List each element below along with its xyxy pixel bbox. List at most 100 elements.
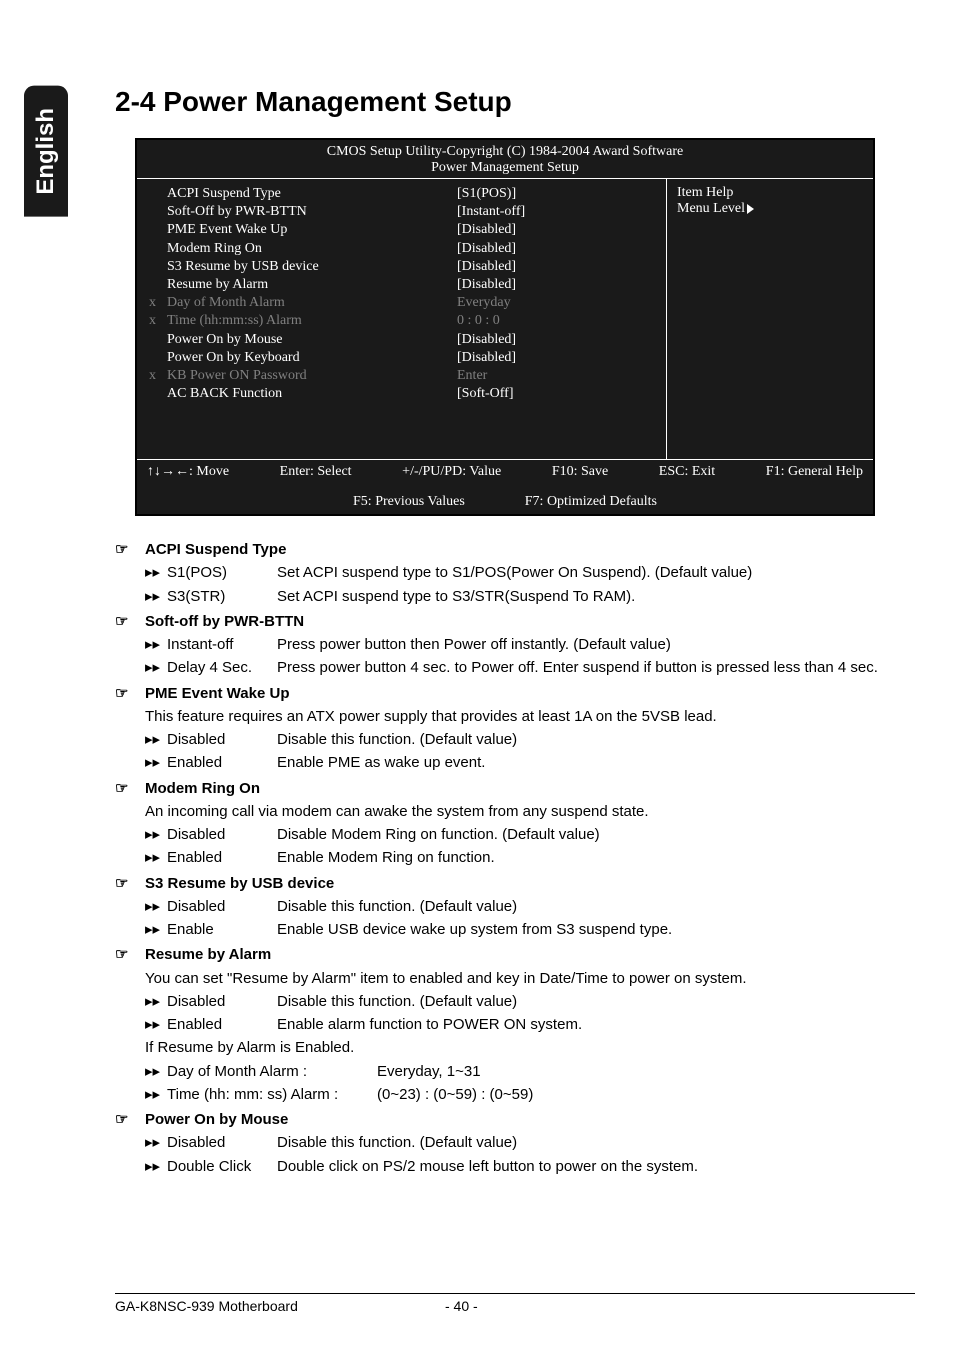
section-title: PME Event Wake Up (145, 682, 289, 705)
foot-save: F10: Save (552, 464, 608, 480)
bios-row-label: Resume by Alarm (167, 276, 457, 294)
option-line: ▸▸S3(STR)Set ACPI suspend type to S3/STR… (145, 585, 915, 608)
item-help-label: Item Help (677, 185, 863, 201)
bios-row-label: Soft-Off by PWR-BTTN (167, 203, 457, 221)
option-name: Disabled (167, 895, 277, 918)
bios-row-value: [Disabled] (457, 331, 656, 349)
option-desc: Press power button 4 sec. to Power off. … (277, 656, 915, 679)
bios-row-prefix (149, 258, 167, 276)
bios-footer: ↑↓→←: Move Enter: Select +/-/PU/PD: Valu… (137, 460, 873, 514)
option-name: S1(POS) (167, 561, 277, 584)
option-name: S3(STR) (167, 585, 277, 608)
bios-row-label: ACPI Suspend Type (167, 185, 457, 203)
option-name: Time (hh: mm: ss) Alarm : (167, 1083, 377, 1106)
bios-row-prefix: x (149, 294, 167, 312)
bios-row[interactable]: xDay of Month AlarmEveryday (149, 294, 656, 312)
section-heading: ☞S3 Resume by USB device (115, 872, 915, 895)
foot-help: F1: General Help (766, 464, 863, 480)
bios-row-label: KB Power ON Password (167, 367, 457, 385)
option-desc: Disable Modem Ring on function. (Default… (277, 823, 915, 846)
option-line: ▸▸DisabledDisable Modem Ring on function… (145, 823, 915, 846)
double-arrow-icon: ▸▸ (145, 656, 167, 679)
bios-row-prefix (149, 276, 167, 294)
option-desc: (0~23) : (0~59) : (0~59) (377, 1083, 915, 1106)
option-line: ▸▸DisabledDisable this function. (Defaul… (145, 1131, 915, 1154)
content-area: 2-4 Power Management Setup CMOS Setup Ut… (115, 86, 915, 1178)
foot-move: ↑↓→←: Move (147, 464, 229, 480)
triangle-right-icon (747, 204, 754, 214)
bios-row-value: Everyday (457, 294, 656, 312)
option-desc: Disable this function. (Default value) (277, 895, 915, 918)
option-line: ▸▸S1(POS)Set ACPI suspend type to S1/POS… (145, 561, 915, 584)
double-arrow-icon: ▸▸ (145, 846, 167, 869)
option-desc: Everyday, 1~31 (377, 1060, 915, 1083)
option-name: Enabled (167, 846, 277, 869)
double-arrow-icon: ▸▸ (145, 918, 167, 941)
bios-header-line1: CMOS Setup Utility-Copyright (C) 1984-20… (137, 144, 873, 160)
option-desc: Set ACPI suspend type to S3/STR(Suspend … (277, 585, 915, 608)
section-heading: ☞Modem Ring On (115, 777, 915, 800)
hand-icon: ☞ (115, 872, 145, 895)
double-arrow-icon: ▸▸ (145, 1131, 167, 1154)
option-name: Day of Month Alarm : (167, 1060, 377, 1083)
double-arrow-icon: ▸▸ (145, 895, 167, 918)
bios-left-panel: ACPI Suspend Type[S1(POS)]Soft-Off by PW… (137, 179, 667, 459)
option-desc: Disable this function. (Default value) (277, 728, 915, 751)
bios-header-line2: Power Management Setup (137, 160, 873, 176)
option-name: Instant-off (167, 633, 277, 656)
hand-icon: ☞ (115, 682, 145, 705)
double-arrow-icon: ▸▸ (145, 1013, 167, 1036)
option-desc: Disable this function. (Default value) (277, 990, 915, 1013)
option-line: ▸▸EnabledEnable PME as wake up event. (145, 751, 915, 774)
bios-row-label: AC BACK Function (167, 385, 457, 403)
option-line: ▸▸Time (hh: mm: ss) Alarm :(0~23) : (0~5… (145, 1083, 915, 1106)
bios-row[interactable]: PME Event Wake Up[Disabled] (149, 221, 656, 239)
bios-row-value: [Disabled] (457, 240, 656, 258)
option-name: Delay 4 Sec. (167, 656, 277, 679)
foot-select: Enter: Select (280, 464, 352, 480)
page-footer: GA-K8NSC-939 Motherboard - 40 - (115, 1293, 915, 1314)
bios-row-prefix (149, 185, 167, 203)
bios-row-label: PME Event Wake Up (167, 221, 457, 239)
bios-header: CMOS Setup Utility-Copyright (C) 1984-20… (137, 140, 873, 178)
bios-row[interactable]: xTime (hh:mm:ss) Alarm0 : 0 : 0 (149, 312, 656, 330)
bios-row-label: Modem Ring On (167, 240, 457, 258)
option-line: ▸▸EnabledEnable Modem Ring on function. (145, 846, 915, 869)
bios-row-prefix: x (149, 367, 167, 385)
option-desc: Enable USB device wake up system from S3… (277, 918, 915, 941)
option-line: ▸▸Double ClickDouble click on PS/2 mouse… (145, 1155, 915, 1178)
bios-row[interactable]: Power On by Mouse[Disabled] (149, 331, 656, 349)
bios-row[interactable]: Power On by Keyboard[Disabled] (149, 349, 656, 367)
double-arrow-icon: ▸▸ (145, 633, 167, 656)
bios-screen: CMOS Setup Utility-Copyright (C) 1984-20… (135, 138, 875, 516)
option-line: ▸▸DisabledDisable this function. (Defaul… (145, 895, 915, 918)
double-arrow-icon: ▸▸ (145, 728, 167, 751)
option-desc: Enable Modem Ring on function. (277, 846, 915, 869)
footer-page-num: - 40 - (445, 1298, 915, 1314)
bios-row-label: S3 Resume by USB device (167, 258, 457, 276)
bios-row[interactable]: Soft-Off by PWR-BTTN[Instant-off] (149, 203, 656, 221)
bios-row-prefix: x (149, 312, 167, 330)
bios-body: ACPI Suspend Type[S1(POS)]Soft-Off by PW… (137, 178, 873, 460)
bios-row[interactable]: Modem Ring On[Disabled] (149, 240, 656, 258)
bios-row[interactable]: ACPI Suspend Type[S1(POS)] (149, 185, 656, 203)
bios-row-label: Time (hh:mm:ss) Alarm (167, 312, 457, 330)
section-heading: ☞ACPI Suspend Type (115, 538, 915, 561)
bios-row-value: [Disabled] (457, 276, 656, 294)
bios-row[interactable]: Resume by Alarm[Disabled] (149, 276, 656, 294)
option-desc: Disable this function. (Default value) (277, 1131, 915, 1154)
option-name: Double Click (167, 1155, 277, 1178)
double-arrow-icon: ▸▸ (145, 990, 167, 1013)
bios-row[interactable]: S3 Resume by USB device[Disabled] (149, 258, 656, 276)
bios-row[interactable]: xKB Power ON PasswordEnter (149, 367, 656, 385)
bios-row-value: [Instant-off] (457, 203, 656, 221)
section-note: An incoming call via modem can awake the… (145, 800, 915, 823)
bios-row[interactable]: AC BACK Function[Soft-Off] (149, 385, 656, 403)
double-arrow-icon: ▸▸ (145, 823, 167, 846)
option-name: Disabled (167, 1131, 277, 1154)
bios-row-prefix (149, 385, 167, 403)
section-note: This feature requires an ATX power suppl… (145, 705, 915, 728)
section-title: ACPI Suspend Type (145, 538, 286, 561)
page-title: 2-4 Power Management Setup (115, 86, 915, 118)
hand-icon: ☞ (115, 610, 145, 633)
